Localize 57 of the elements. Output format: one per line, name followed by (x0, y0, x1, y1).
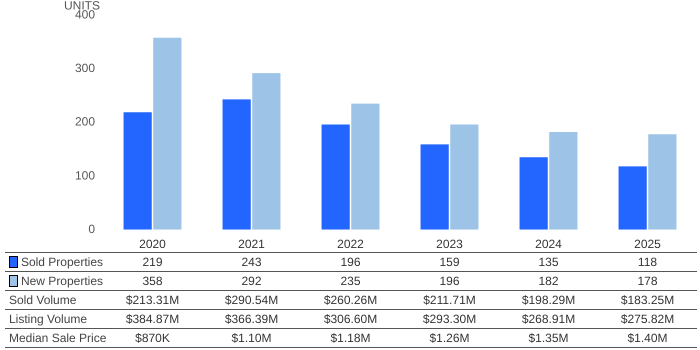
text: $870K (135, 331, 170, 345)
x-tick-label: 2021 (238, 237, 266, 252)
bar (222, 99, 251, 230)
text: Median Sale Price (9, 331, 106, 345)
x-tick-label: 2022 (337, 237, 364, 252)
bar (153, 38, 182, 230)
y-tick-label: 300 (74, 61, 96, 76)
text: $384.87M (124, 311, 180, 328)
x-tick-label: 2023 (436, 237, 464, 252)
y-tick-label: 200 (74, 114, 96, 129)
data-label: 118 (636, 254, 658, 271)
text: $268.91M (520, 311, 576, 328)
data-label: 159 (438, 254, 461, 271)
data-label: 135 (537, 254, 560, 271)
data-label: 235 (339, 273, 362, 290)
bar (618, 166, 647, 230)
text: $213.31M (124, 292, 180, 309)
bar (520, 157, 548, 230)
text: $1.10M (230, 330, 273, 347)
text: $260.26M (322, 292, 378, 309)
legend-label: New Properties (20, 274, 103, 288)
bar (322, 124, 350, 230)
text: Sold Volume (9, 293, 76, 307)
text: $1.40M (626, 330, 669, 347)
text: Listing Volume (9, 312, 88, 326)
text: $290.54M (224, 292, 280, 309)
data-label: 219 (141, 254, 164, 271)
data-label: 292 (240, 273, 263, 290)
data-label: 196 (339, 254, 362, 271)
bar (648, 134, 676, 230)
data-label: 358 (141, 273, 164, 290)
data-label: 196 (438, 273, 461, 290)
text: $183.25M (620, 292, 676, 309)
text: $366.39M (224, 311, 280, 328)
bar (450, 124, 478, 230)
text: $1.18M (329, 330, 372, 347)
text: $211.71M (422, 292, 477, 309)
text: $293.30M (422, 311, 478, 328)
text: $275.82M (620, 311, 676, 328)
bar (252, 73, 280, 230)
text: $1.26M (428, 330, 471, 347)
data-label: 182 (537, 273, 560, 290)
bar (549, 132, 578, 230)
bar (351, 104, 380, 230)
x-tick-label: 2020 (139, 237, 166, 252)
bar (124, 112, 152, 230)
bar (420, 144, 449, 230)
y-tick-label: 100 (74, 168, 96, 182)
x-tick-label: 2024 (535, 237, 562, 252)
data-label: 178 (636, 273, 659, 290)
text: $306.60M (322, 311, 378, 328)
text: $1.35M (527, 330, 570, 347)
text: $198.29M (520, 292, 576, 309)
y-tick-label: 0 (88, 222, 96, 236)
legend-label: Sold Properties (20, 255, 103, 269)
x-tick-label: 2025 (634, 237, 662, 252)
data-label: 243 (240, 254, 263, 271)
